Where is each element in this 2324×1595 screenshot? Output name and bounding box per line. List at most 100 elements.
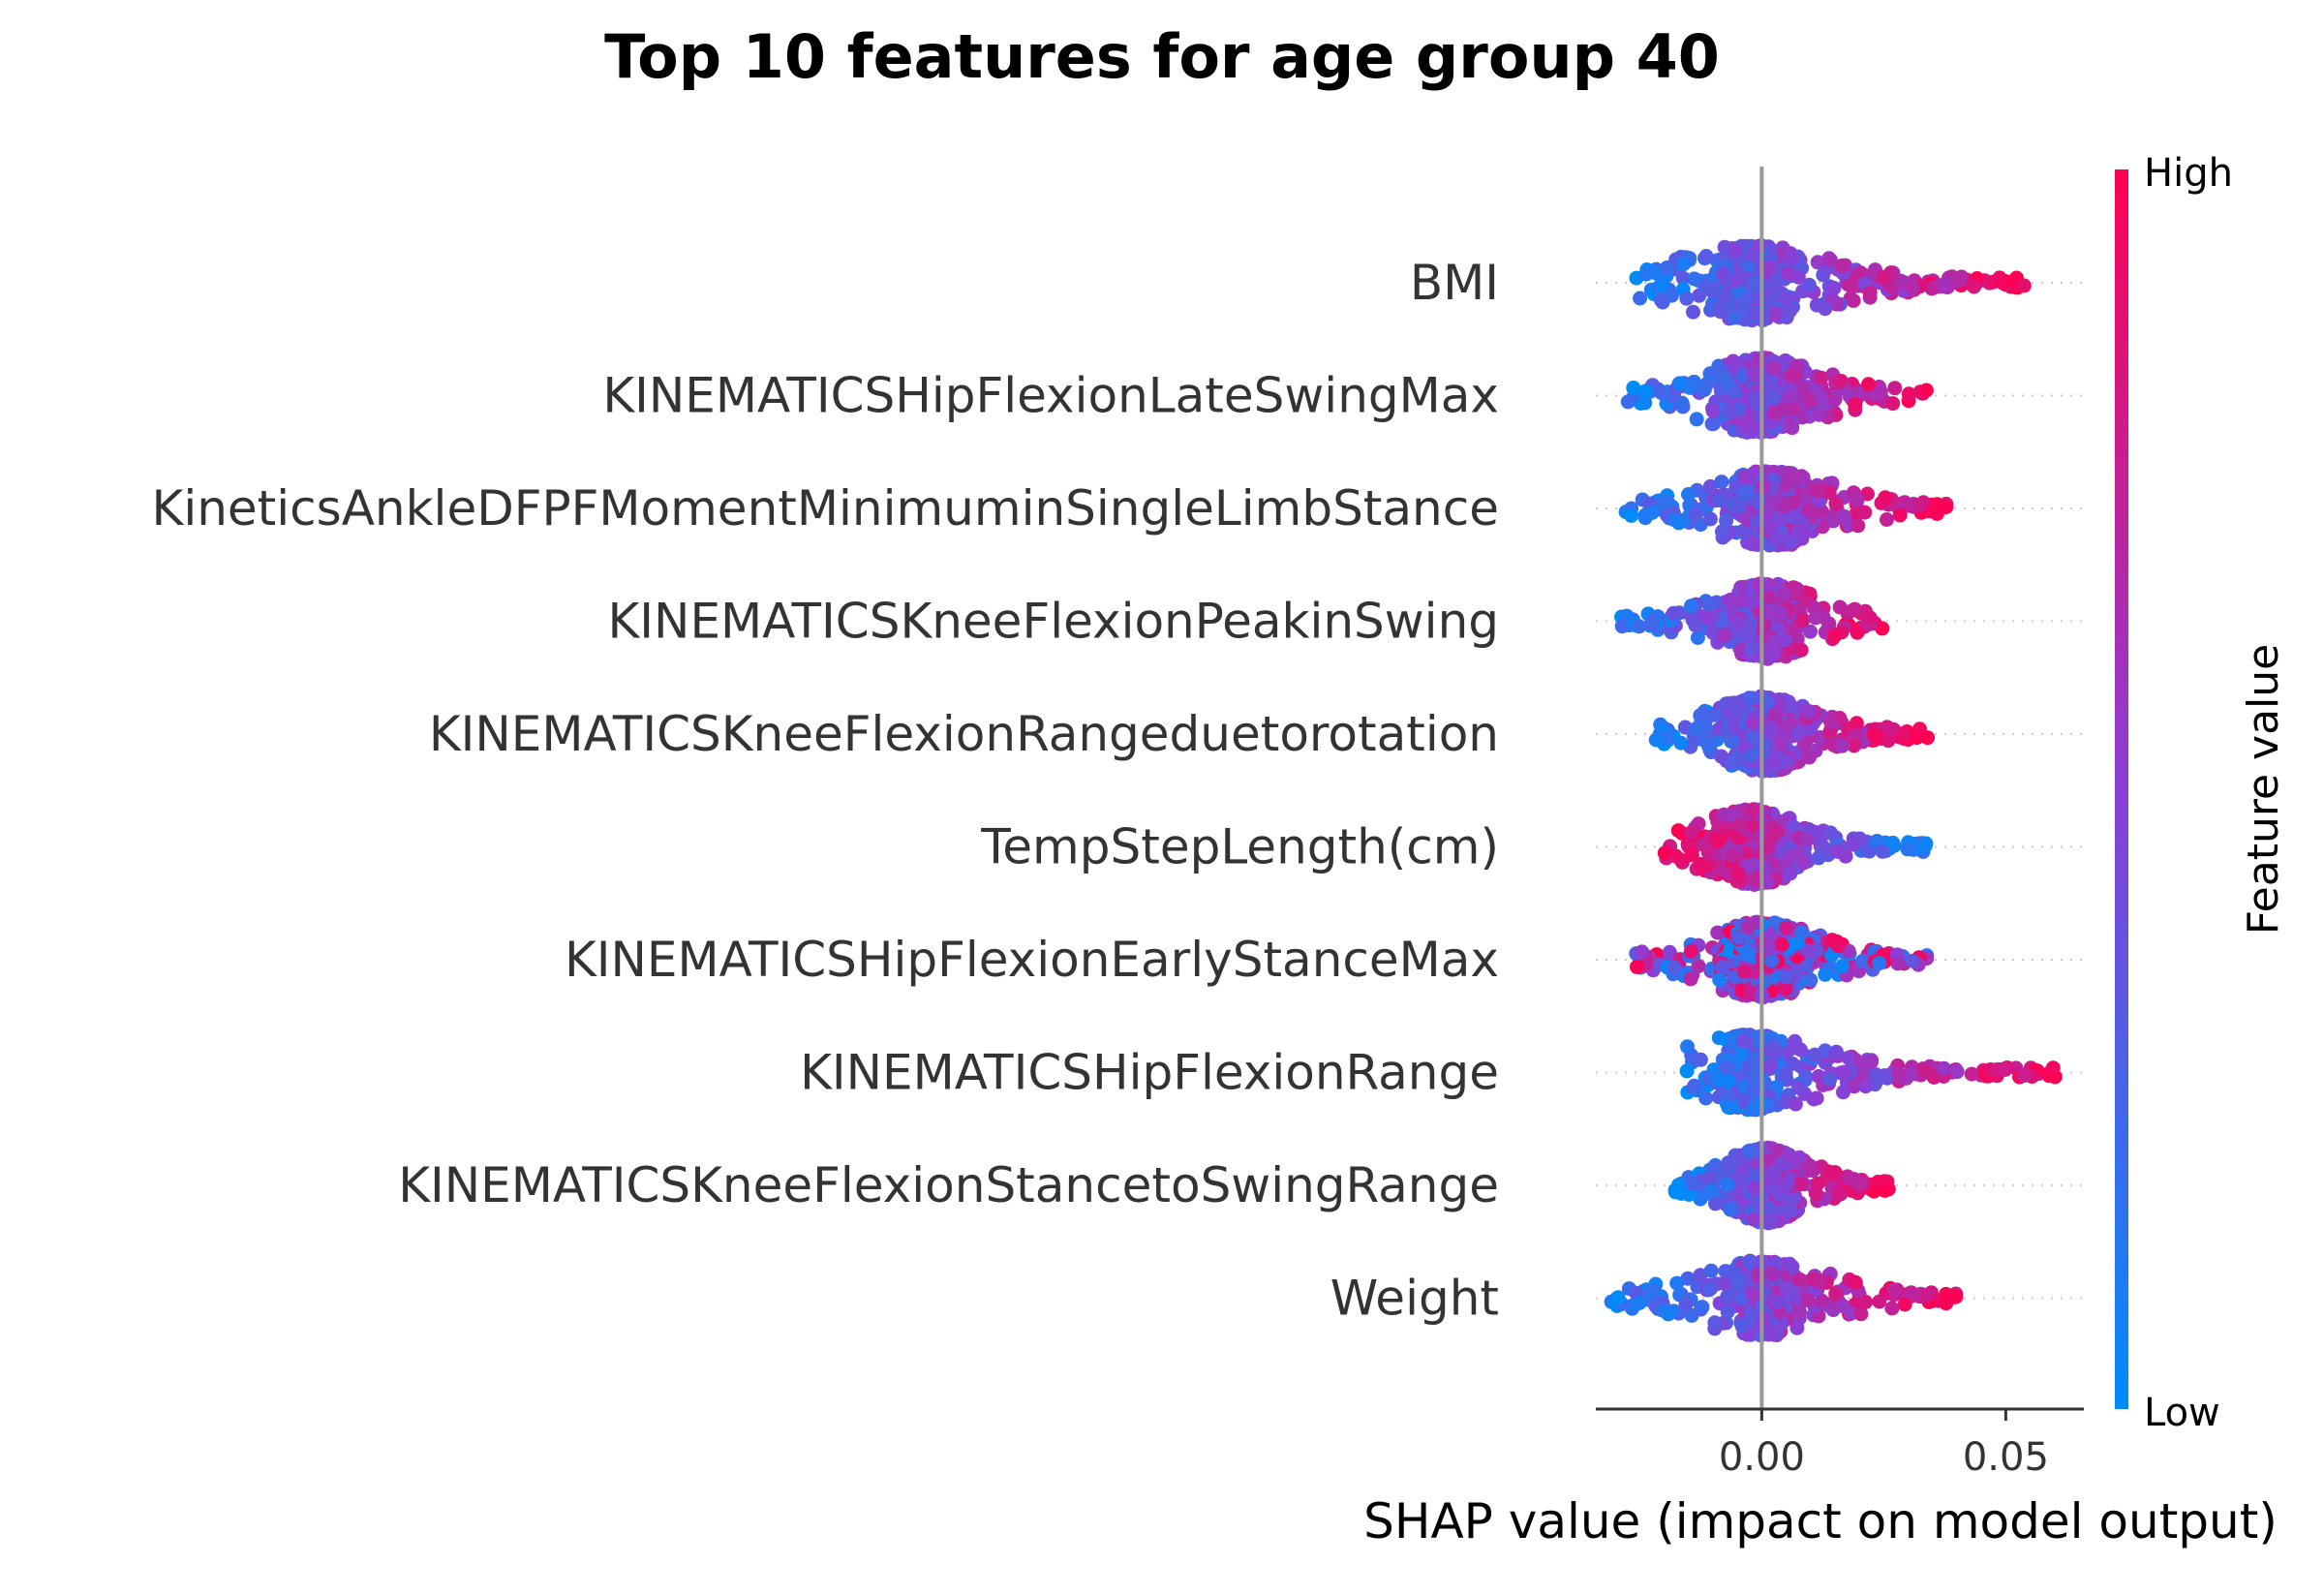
shap-point [1637,395,1653,411]
shap-point [1850,518,1866,534]
shap-point [1743,629,1758,644]
shap-point [1833,374,1849,388]
shap-point [1721,1155,1736,1171]
shap-point [1707,707,1723,722]
shap-point [1789,725,1805,741]
shap-point [1746,1212,1761,1227]
shap-point [1949,1064,1965,1080]
shap-point [1900,842,1915,857]
shap-point [1683,971,1698,987]
shap-point [1785,250,1800,265]
shap-point [1699,858,1715,874]
shap-point [1769,531,1784,546]
shap-point [1876,269,1891,285]
shap-point [1866,727,1881,743]
shap-point [1790,524,1806,539]
shap-point [1788,1033,1802,1049]
shap-point [1880,512,1894,527]
shap-point [1723,808,1738,823]
shap-point [1620,394,1636,410]
shap-point [1937,277,1952,292]
shap-point [1680,1039,1695,1055]
feature-label: KINEMATICSHipFlexionRange [800,1045,1499,1101]
shap-point [1739,484,1755,500]
shap-point [1712,972,1728,988]
shap-point [1648,265,1664,281]
shap-point [1826,281,1842,295]
shap-point [1862,285,1878,300]
shap-point [1767,708,1783,723]
shap-point [1723,1202,1738,1217]
shap-point [1795,612,1811,628]
shap-point [1725,754,1740,770]
shap-point [1768,306,1783,322]
feature-label: TempStepLength(cm) [980,819,1499,875]
shap-point [1767,405,1783,420]
shap-point [1700,738,1716,753]
shap-point [1912,497,1927,512]
shap-point [1840,604,1855,620]
shap-point [1799,832,1815,847]
shap-point [1728,242,1743,258]
shap-point [1746,1072,1761,1088]
shap-point [1654,278,1669,293]
shap-point [1715,960,1730,974]
shap-point [1679,291,1695,306]
shap-point [1812,483,1826,499]
shap-point [1686,304,1700,320]
shap-point [1878,490,1893,506]
feature-label: KineticsAnkleDFPFMomentMinimuminSingleLi… [152,480,1499,537]
shap-point [1725,848,1740,864]
shap-point [1862,610,1878,626]
shap-point [1871,1175,1885,1189]
shap-point [1924,281,1940,296]
shap-point [1744,818,1759,834]
shap-point [1664,288,1679,303]
shap-point [1892,507,1908,523]
shap-point [1732,594,1748,609]
feature-row: BMI [1410,238,2084,328]
shap-point [1684,598,1698,614]
shap-point [1774,737,1789,752]
feature-row: TempStepLength(cm) [980,802,2084,892]
shap-point [1728,273,1743,289]
shap-point [1851,385,1867,400]
shap-point [1720,1060,1735,1076]
shap-point [1875,844,1890,859]
shap-point [1814,388,1829,404]
shap-point [1744,690,1759,706]
shap-point [1714,475,1729,490]
shap-point [1835,258,1850,273]
shap-point [1920,730,1936,746]
shap-point [1743,641,1758,657]
shap-point [1793,1177,1809,1192]
shap-point [1776,499,1791,514]
shap-point [1797,736,1812,751]
shap-point [1737,964,1752,979]
shap-point [1690,630,1705,645]
shap-point [1785,389,1800,405]
shap-point [1822,825,1838,841]
shap-point [1715,524,1729,539]
shap-point [1783,303,1797,319]
shap-point [1996,1061,2011,1077]
shap-point [1688,506,1703,522]
shap-point [1741,258,1757,273]
shap-point [1705,625,1721,640]
shap-point [1779,291,1794,307]
shap-point [1784,698,1799,714]
shap-point [1630,959,1644,974]
shap-point [1656,494,1671,509]
shap-point [1790,269,1806,285]
shap-point [1659,261,1674,276]
shap-point [1731,402,1747,417]
shap-point [1648,732,1664,748]
shap-point [1807,1047,1822,1062]
shap-point [1841,1050,1856,1065]
shap-point [2016,278,2032,293]
shap-point [1638,383,1654,399]
shap-point [1705,403,1721,418]
shap-point [1766,360,1782,376]
shap-point [1689,412,1704,427]
